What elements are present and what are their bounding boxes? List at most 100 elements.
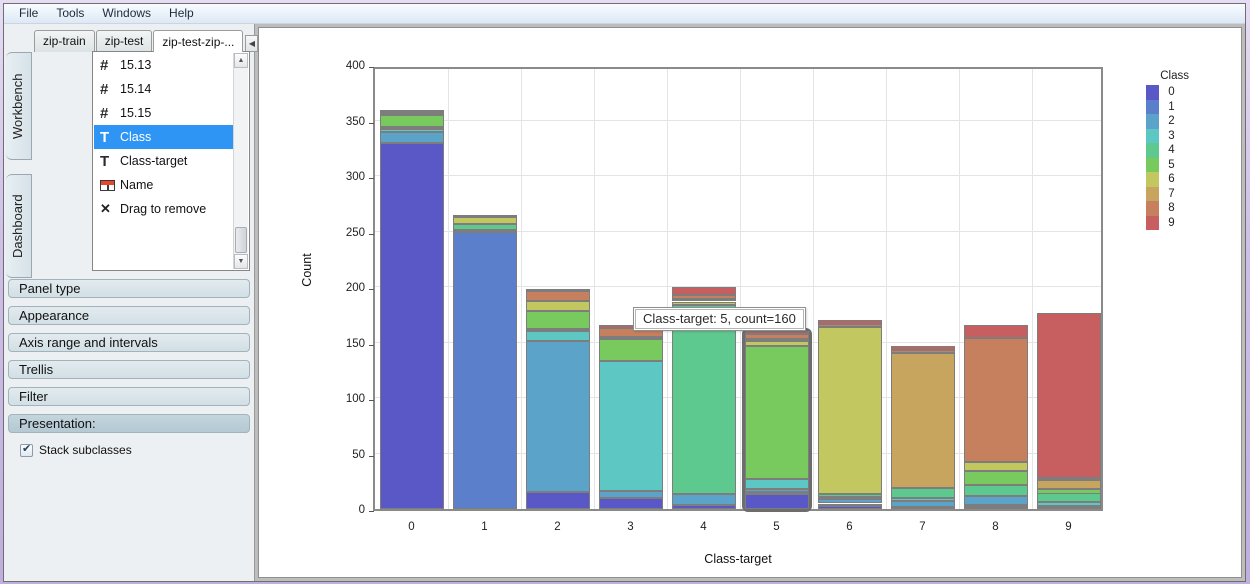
segment-class-3[interactable]	[744, 479, 809, 489]
bar-class-target-5[interactable]	[741, 328, 812, 512]
segment-class-6[interactable]	[963, 462, 1028, 472]
legend-entry-1[interactable]: 1	[1146, 99, 1189, 114]
segment-class-2[interactable]	[525, 341, 590, 493]
segment-class-4[interactable]	[525, 329, 590, 332]
listbox-scrollbar[interactable]: ▲ ▼	[233, 53, 248, 269]
segment-class-5[interactable]	[525, 311, 590, 330]
segment-class-8[interactable]	[817, 323, 882, 327]
scroll-down-icon[interactable]: ▼	[234, 254, 248, 269]
field-item-15-15[interactable]: #15.15	[94, 101, 233, 125]
segment-class-4[interactable]	[671, 304, 736, 494]
segment-class-6[interactable]	[744, 341, 809, 346]
accordion-header-appearance[interactable]: Appearance	[8, 306, 250, 325]
segment-class-0[interactable]	[963, 506, 1028, 509]
segment-class-9[interactable]	[525, 289, 590, 292]
segment-class-6[interactable]	[525, 301, 590, 312]
segment-class-3[interactable]	[525, 331, 590, 342]
segment-class-8[interactable]	[379, 111, 444, 114]
legend-entry-5[interactable]: 5	[1146, 157, 1189, 172]
segment-class-0[interactable]	[379, 142, 444, 509]
segment-class-2[interactable]	[598, 491, 663, 498]
legend-entry-3[interactable]: 3	[1146, 128, 1189, 143]
menu-item-file[interactable]: File	[19, 6, 39, 20]
segment-class-9[interactable]	[817, 320, 882, 324]
field-item-drag-to-remove[interactable]: ✕ Drag to remove	[94, 197, 233, 221]
scroll-left-icon[interactable]: ◀	[245, 35, 259, 52]
tab-zip-train[interactable]: zip-train	[34, 30, 95, 52]
segment-class-2[interactable]	[817, 499, 882, 504]
segment-class-4[interactable]	[379, 127, 444, 130]
segment-class-8[interactable]	[525, 291, 590, 302]
segment-class-9[interactable]	[379, 109, 444, 112]
segment-class-0[interactable]	[817, 505, 882, 509]
legend-entry-4[interactable]: 4	[1146, 143, 1189, 158]
segment-class-6[interactable]	[598, 337, 663, 340]
bar-class-target-9[interactable]	[1036, 312, 1101, 509]
accordion-header-filter[interactable]: Filter	[8, 387, 250, 406]
accordion-header-panel-type[interactable]: Panel type	[8, 279, 250, 298]
segment-class-8[interactable]	[671, 294, 736, 300]
segment-class-9[interactable]	[890, 345, 955, 351]
bar-class-target-0[interactable]	[379, 109, 444, 509]
tab-zip-test-zip[interactable]: zip-test-zip-...	[153, 30, 244, 52]
segment-class-2[interactable]	[890, 501, 955, 507]
segment-class-9[interactable]	[744, 331, 809, 334]
segment-class-7[interactable]	[1036, 480, 1101, 489]
legend-entry-7[interactable]: 7	[1146, 186, 1189, 201]
legend-entry-8[interactable]: 8	[1146, 201, 1189, 216]
accordion-header-presentation[interactable]: Presentation:	[8, 414, 250, 433]
segment-class-7[interactable]	[671, 299, 736, 302]
segment-class-8[interactable]	[598, 328, 663, 337]
segment-class-2[interactable]	[963, 495, 1028, 505]
segment-class-3[interactable]	[890, 497, 955, 502]
segment-class-7[interactable]	[744, 339, 809, 342]
menu-item-windows[interactable]: Windows	[102, 6, 152, 20]
segment-class-0[interactable]	[525, 492, 590, 509]
segment-class-9[interactable]	[1036, 312, 1101, 478]
legend-entry-6[interactable]: 6	[1146, 172, 1189, 187]
legend-entry-9[interactable]: 9	[1146, 215, 1189, 230]
segment-class-3[interactable]	[598, 361, 663, 492]
segment-class-8[interactable]	[890, 350, 955, 353]
segment-class-1[interactable]	[963, 504, 1028, 507]
segment-class-5[interactable]	[598, 339, 663, 362]
bar-class-target-8[interactable]	[963, 324, 1028, 509]
segment-class-5[interactable]	[379, 115, 444, 128]
legend-entry-2[interactable]: 2	[1146, 114, 1189, 129]
accordion-header-trellis[interactable]: Trellis	[8, 360, 250, 379]
segment-class-8[interactable]	[963, 338, 1028, 463]
segment-class-3[interactable]	[379, 129, 444, 132]
segment-class-0[interactable]	[890, 506, 955, 509]
segment-class-4[interactable]	[452, 223, 517, 231]
segment-class-2[interactable]	[379, 131, 444, 143]
scrollbar-thumb[interactable]	[235, 227, 247, 253]
field-item-15-13[interactable]: #15.13	[94, 53, 233, 77]
segment-class-1[interactable]	[452, 231, 517, 509]
segment-class-5[interactable]	[1036, 489, 1101, 494]
segment-class-3[interactable]	[1036, 502, 1101, 506]
scroll-up-icon[interactable]: ▲	[234, 53, 248, 68]
bar-class-target-4[interactable]	[671, 287, 736, 509]
tab-zip-test[interactable]: zip-test	[95, 30, 153, 52]
bar-class-target-2[interactable]	[525, 289, 590, 509]
legend-entry-0[interactable]: 0	[1146, 85, 1189, 100]
segment-class-4[interactable]	[963, 484, 1028, 496]
segment-class-3[interactable]	[817, 496, 882, 499]
bar-class-target-1[interactable]	[452, 215, 517, 509]
bar-class-target-7[interactable]	[890, 345, 955, 509]
segment-class-5[interactable]	[744, 345, 809, 479]
segment-class-6[interactable]	[452, 217, 517, 224]
segment-class-2[interactable]	[1036, 505, 1101, 508]
segment-class-7[interactable]	[452, 215, 517, 218]
segment-class-8[interactable]	[744, 333, 809, 340]
menu-item-tools[interactable]: Tools	[56, 6, 85, 20]
segment-class-0[interactable]	[744, 493, 809, 509]
segment-class-6[interactable]	[817, 327, 882, 494]
segment-class-0[interactable]	[598, 497, 663, 509]
side-tab-dashboard[interactable]: Dashboard	[6, 174, 32, 278]
segment-class-5[interactable]	[963, 471, 1028, 485]
stack-subclasses-checkbox[interactable]	[20, 442, 33, 457]
field-item-name[interactable]: Name	[94, 173, 233, 197]
side-tab-workbench[interactable]: Workbench	[6, 52, 32, 160]
segment-class-4[interactable]	[817, 493, 882, 497]
